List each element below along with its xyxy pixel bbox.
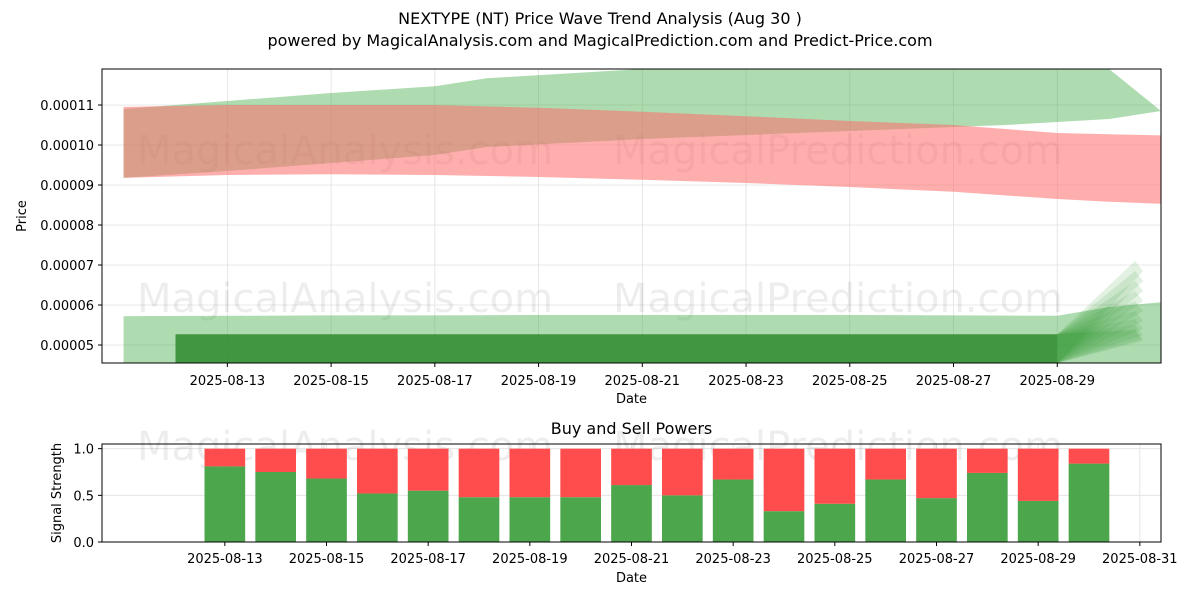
x-axis-label: Date [616,392,647,407]
x-tick-label: 2025-08-23 [708,374,784,389]
forecast-wedge [1057,329,1144,363]
buy-bar [661,495,703,542]
forecast-wedge [1057,319,1144,363]
x-tick-label: 2025-08-27 [916,374,992,389]
x-tick-label: 2025-08-17 [397,374,473,389]
y-tick-label: 0.00005 [40,339,94,354]
x-tick-label: 2025-08-29 [1019,374,1095,389]
sell-bar [306,448,347,479]
y-tick-label: 0.00007 [40,259,94,274]
y-axis-label: Price [15,200,30,232]
x-tick-label: 2025-08-25 [797,552,873,567]
x-tick-label: 2025-08-21 [605,374,681,389]
y-tick-label: 0.0 [73,536,94,551]
sell-bar [458,448,500,498]
sell-bar [865,448,906,480]
x-tick-label: 2025-08-13 [190,374,266,389]
y-tick-label: 1.0 [73,443,94,458]
x-tick-label: 2025-08-13 [187,552,263,567]
x-tick-label: 2025-08-21 [594,552,670,567]
x-axis-label: Date [616,571,647,586]
buy-bar [306,478,347,542]
buy-bar [1017,500,1059,542]
chart-title: NEXTYPE (NT) Price Wave Trend Analysis (… [398,9,802,28]
sell-bar [763,448,805,512]
y-tick-label: 0.00009 [40,179,94,194]
chart-subtitle: powered by MagicalAnalysis.com and Magic… [267,31,933,50]
x-tick-label: 2025-08-15 [289,552,365,567]
forecast-wedge [1057,331,1144,363]
buy-bar [357,493,398,542]
x-tick-label: 2025-08-31 [1102,552,1178,567]
forecast-wedge [1057,261,1144,363]
x-tick-label: 2025-08-29 [1000,552,1076,567]
buy-bar [458,497,500,542]
forecast-wedge [1057,291,1144,363]
x-tick-label: 2025-08-19 [501,374,577,389]
buy-bar [407,490,449,542]
buy-bar [255,472,297,542]
sell-bar [966,448,1008,473]
buy-bar [916,498,957,542]
forecast-wedge [1057,325,1144,363]
x-tick-label: 2025-08-23 [695,552,771,567]
y-tick-label: 0.00008 [40,219,94,234]
buy-bar [1068,463,1110,542]
buy-bar [712,479,754,542]
x-tick-label: 2025-08-15 [293,374,369,389]
forecast-wedge [1057,281,1144,363]
forecast-wedge [1057,311,1144,363]
sell-bar [661,448,703,496]
x-tick-label: 2025-08-17 [390,552,466,567]
watermark-text: MagicalAnalysis.com [137,276,553,322]
x-tick-label: 2025-08-19 [492,552,568,567]
sell-bar [509,448,551,498]
buy-bar [611,485,652,542]
watermark-text: MagicalPrediction.com [613,276,1063,322]
plot-area [123,69,1161,363]
buy-bar [204,466,246,542]
y-tick-label: 0.5 [73,489,94,504]
x-tick-label: 2025-08-27 [899,552,975,567]
forecast-wedge [1057,271,1144,363]
y-tick-label: 0.00006 [40,299,94,314]
sell-bar [1017,448,1059,501]
sell-bar [712,448,754,480]
sell-bar [916,448,957,499]
band-darkgreen-3 [175,334,1058,363]
buy-bar [560,497,602,542]
sell-bar [611,448,652,486]
plot-frame [101,68,1162,364]
forecast-wedge [1057,301,1144,363]
y-axis-label: Signal Strength [50,443,65,543]
sell-bar [814,448,856,504]
buy-bar [763,511,805,542]
sell-bar [1068,448,1110,464]
band-red-1 [123,105,1161,204]
buy-bar [814,503,856,542]
sell-bar [357,448,398,494]
x-tick-label: 2025-08-25 [812,374,888,389]
buy-bar [966,472,1008,542]
buy-bar [509,497,551,542]
y-tick-label: 0.00010 [40,139,94,154]
buy-bar [865,479,906,542]
y-tick-label: 0.00011 [40,99,94,114]
sell-bar [560,448,602,498]
panel-title: Buy and Sell Powers [551,419,713,438]
sell-bar [204,448,246,467]
sell-bar [407,448,449,491]
sell-bar [255,448,297,472]
